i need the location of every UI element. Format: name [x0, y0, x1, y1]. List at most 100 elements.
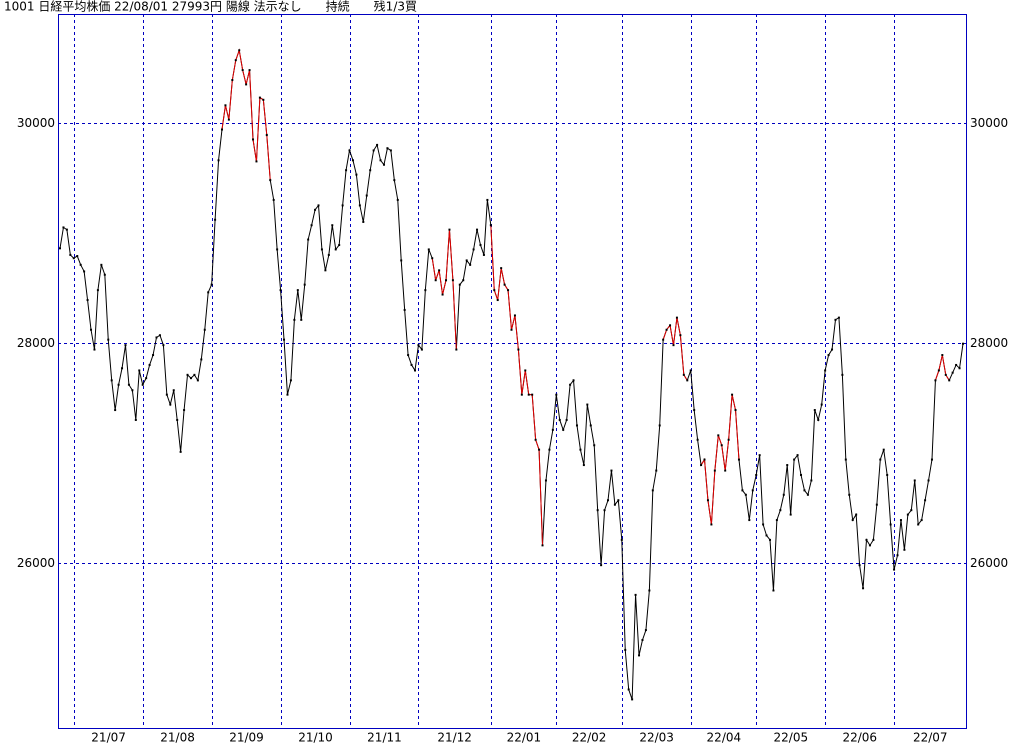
price-point [314, 208, 317, 211]
price-point [593, 444, 596, 447]
price-point [476, 228, 479, 231]
price-point [300, 318, 303, 321]
price-point [534, 438, 537, 441]
price-point [524, 369, 527, 372]
price-line-highlight [431, 229, 457, 350]
price-point [465, 259, 468, 262]
price-point [455, 348, 458, 351]
price-point [569, 383, 572, 386]
price-point [679, 334, 682, 337]
price-point [693, 409, 696, 412]
price-point [651, 489, 654, 492]
price-point [644, 629, 647, 632]
price-point [382, 163, 385, 166]
price-point [438, 269, 441, 272]
price-point [445, 279, 448, 282]
price-point [241, 69, 244, 72]
price-point [458, 283, 461, 286]
price-point [903, 548, 906, 551]
x-tick-label: 21/10 [298, 731, 333, 745]
price-point [765, 534, 768, 537]
price-point [538, 448, 541, 451]
price-point [293, 318, 296, 321]
price-point [117, 383, 120, 386]
price-point [114, 409, 117, 412]
price-point [748, 519, 751, 522]
price-point [389, 149, 392, 152]
price-point [400, 259, 403, 262]
price-point [617, 499, 620, 502]
price-point [613, 503, 616, 506]
price-point [386, 147, 389, 150]
price-point [124, 344, 127, 347]
price-point [307, 238, 310, 241]
price-point [207, 291, 210, 294]
price-point [79, 263, 82, 266]
price-point [710, 523, 713, 526]
price-point [913, 479, 916, 482]
price-point [555, 393, 558, 396]
x-tick-label: 22/07 [913, 731, 948, 745]
price-point [86, 299, 89, 302]
price-point [862, 587, 865, 590]
price-point [393, 179, 396, 182]
price-point [844, 458, 847, 461]
price-point [355, 173, 358, 176]
price-point [427, 248, 430, 251]
price-point [403, 308, 406, 311]
price-point [331, 224, 334, 227]
price-point [72, 257, 75, 260]
price-point [283, 338, 286, 341]
price-point [59, 247, 61, 250]
price-point [76, 255, 79, 258]
x-tick-label: 21/12 [437, 731, 472, 745]
price-point [934, 379, 937, 382]
y-tick-label-right: 30000 [970, 116, 1008, 130]
price-point [527, 393, 530, 396]
y-tick-label-right: 28000 [970, 336, 1008, 350]
price-point [334, 248, 337, 251]
price-point [513, 314, 516, 317]
price-point [768, 538, 771, 541]
x-tick-label: 21/07 [91, 731, 126, 745]
price-point [413, 369, 416, 372]
price-point [727, 438, 730, 441]
y-tick-label: 30000 [17, 116, 55, 130]
price-point [269, 179, 272, 182]
price-point [227, 118, 230, 121]
y-tick-label: 26000 [17, 556, 55, 570]
price-point [417, 344, 420, 347]
price-point [317, 204, 320, 207]
price-point [782, 493, 785, 496]
price-point [145, 377, 148, 380]
price-point [848, 493, 851, 496]
price-point [893, 568, 896, 571]
price-point [379, 159, 382, 162]
price-point [127, 383, 130, 386]
price-point [603, 509, 606, 512]
price-point [634, 593, 637, 596]
price-point [962, 342, 964, 345]
price-point [955, 363, 958, 366]
price-point [706, 499, 709, 502]
price-point [486, 198, 489, 201]
price-point [351, 159, 354, 162]
price-point [252, 138, 255, 141]
price-point [655, 469, 658, 472]
price-point [248, 69, 251, 72]
price-point [917, 523, 920, 526]
price-point [155, 336, 158, 339]
price-point [507, 289, 510, 292]
price-point [631, 698, 634, 701]
price-point [662, 338, 665, 341]
price-point [410, 363, 413, 366]
price-point [641, 638, 644, 641]
price-point [810, 479, 813, 482]
price-point [762, 523, 765, 526]
price-point [148, 363, 151, 366]
price-point [889, 523, 892, 526]
price-point [937, 369, 940, 372]
price-point [272, 198, 275, 201]
price-point [579, 448, 582, 451]
price-point [627, 688, 630, 691]
